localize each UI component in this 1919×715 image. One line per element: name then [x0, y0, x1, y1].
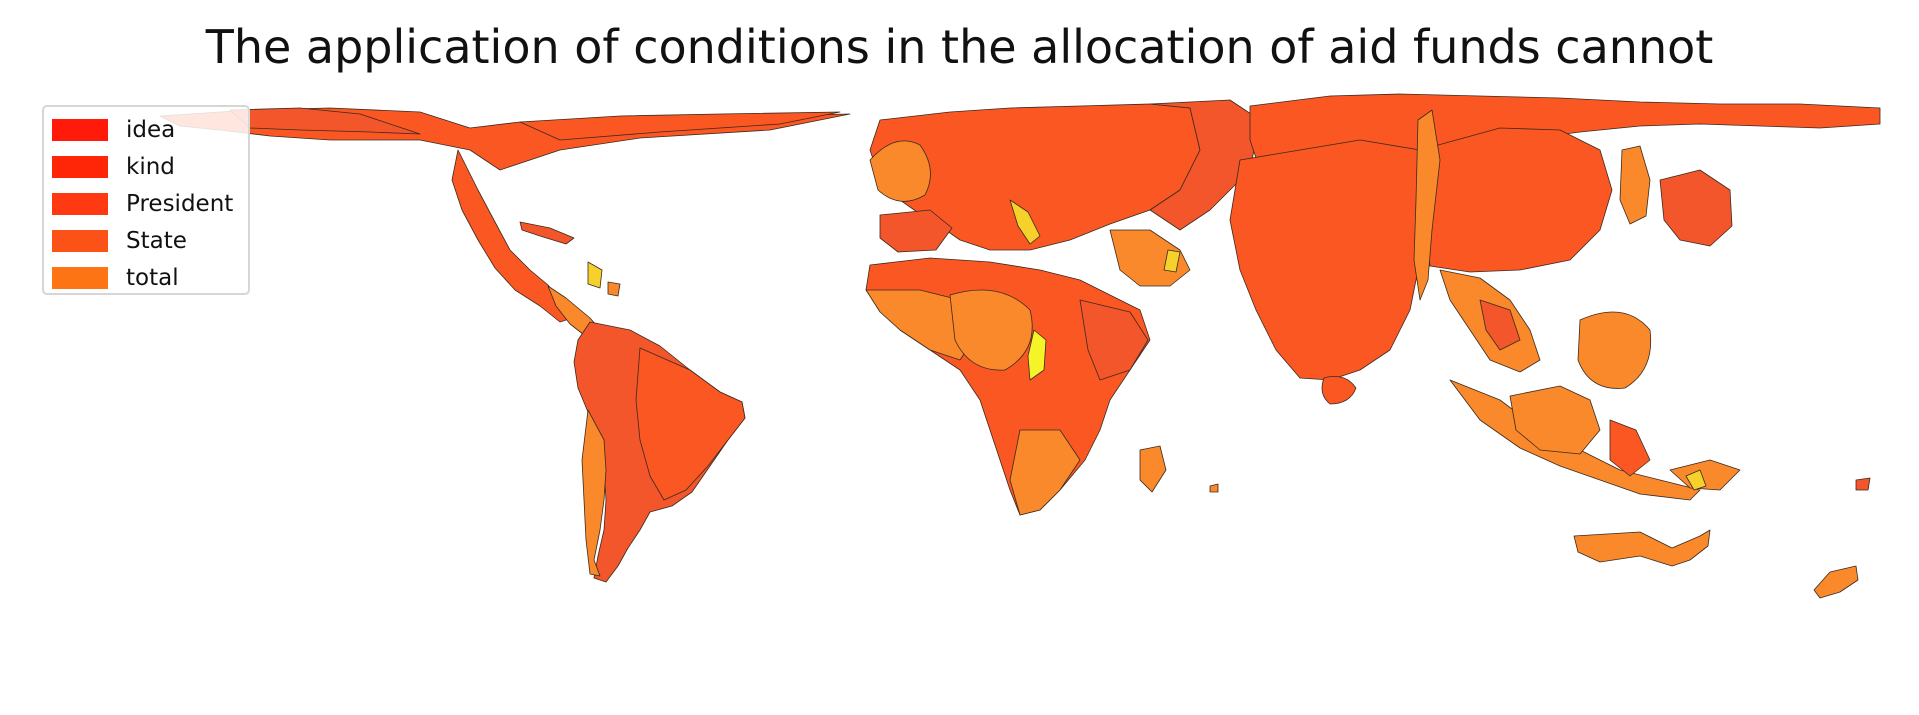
region-korea	[1619, 145, 1651, 225]
region-borneo	[1509, 385, 1601, 455]
legend-entry: total	[52, 265, 179, 291]
region-europe	[869, 103, 1201, 251]
legend-label: kind	[126, 154, 175, 180]
region-madagascar	[1139, 445, 1167, 493]
legend-entry: State	[52, 228, 187, 254]
map-title: The application of conditions in the all…	[205, 20, 1714, 74]
region-new-zealand	[1813, 565, 1859, 599]
region-india	[1229, 139, 1429, 381]
region-iberia	[879, 209, 953, 253]
legend-swatch	[52, 119, 108, 141]
legend-swatch	[52, 156, 108, 178]
region-middle-east	[1109, 229, 1191, 287]
region-sulawesi	[1609, 419, 1651, 477]
region-china	[1419, 127, 1613, 273]
region-brazil	[635, 347, 746, 501]
region-east-africa	[1079, 299, 1149, 381]
region-japan	[1659, 169, 1733, 247]
legend-label: State	[126, 228, 187, 254]
legend-entry: idea	[52, 117, 175, 143]
legend-label: idea	[126, 117, 176, 143]
region-greenland-strip	[519, 111, 841, 141]
region-new-guinea	[1669, 459, 1741, 491]
region-sri-lanka	[1321, 375, 1357, 405]
region-sahel	[949, 289, 1033, 371]
region-cuba-yellow	[587, 261, 603, 289]
region-china-strip	[1413, 109, 1441, 301]
legend-swatch	[52, 267, 108, 289]
map-legend: idea kind President State total	[42, 105, 250, 295]
legend-swatch	[52, 193, 108, 215]
region-atlantic-isle	[1209, 483, 1219, 493]
region-new-guinea-yellow	[1685, 469, 1707, 491]
legend-entry: President	[52, 191, 233, 217]
region-andes	[581, 409, 607, 577]
legend-entry: kind	[52, 154, 175, 180]
region-southern-africa	[1009, 429, 1081, 516]
region-indochina	[1479, 299, 1521, 351]
region-australia	[1573, 529, 1711, 567]
legend-label: total	[126, 265, 179, 291]
region-pacific-isle	[1855, 477, 1871, 491]
region-philippines	[1577, 311, 1652, 389]
region-uk	[869, 140, 931, 202]
region-caribbean-isles	[607, 281, 621, 297]
region-canada-west	[229, 107, 421, 135]
legend-swatch	[52, 230, 108, 252]
region-italy	[1009, 199, 1041, 245]
region-caribbean	[519, 221, 575, 245]
legend-label: President	[126, 191, 234, 217]
region-congo-yellow	[1027, 329, 1047, 381]
region-arabia-yellow	[1163, 249, 1181, 273]
